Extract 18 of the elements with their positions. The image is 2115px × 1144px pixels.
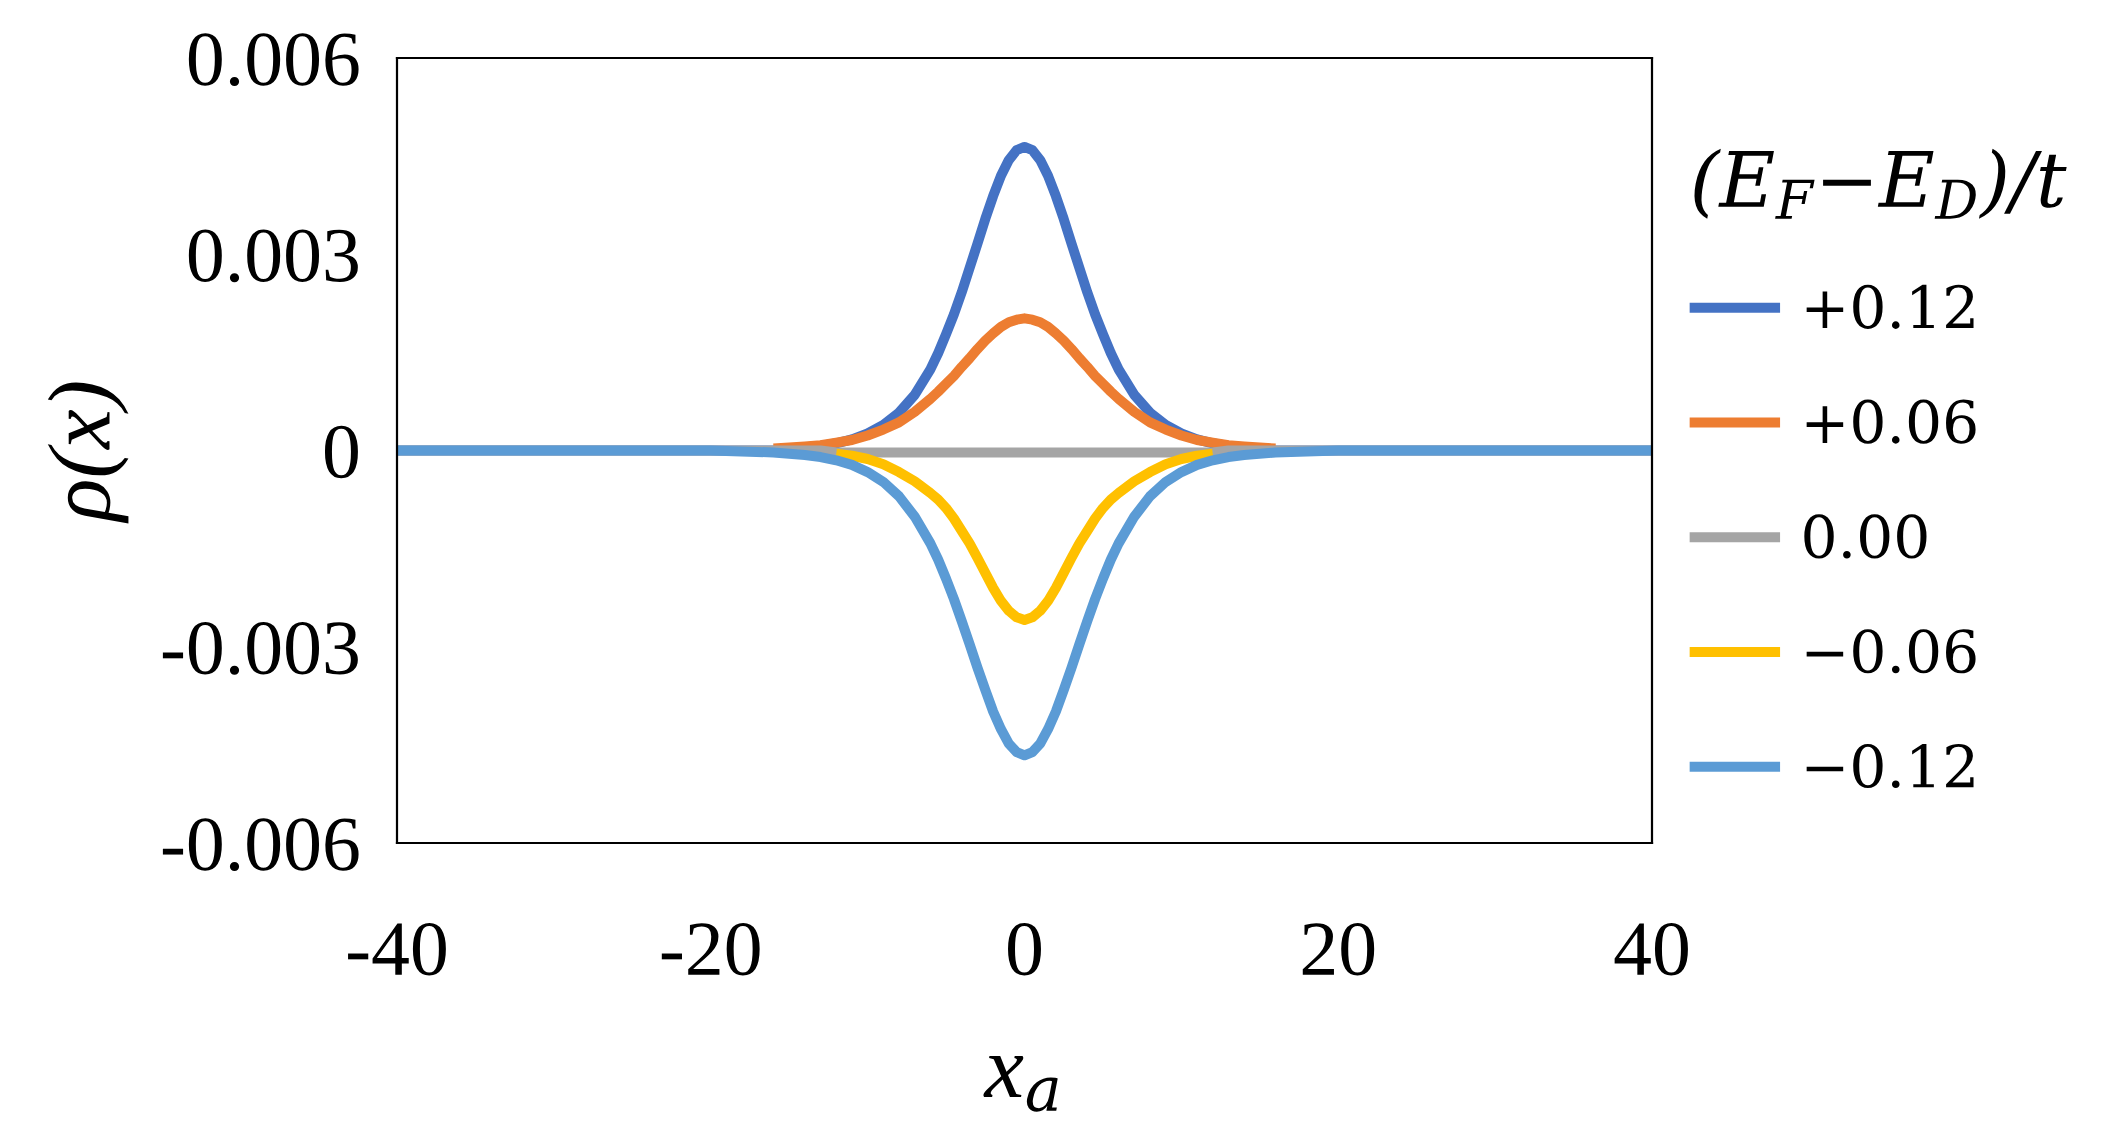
y-tick-label: 0.003 [188,229,358,283]
legend-label: +0.12 [1806,284,1974,329]
x-tick-label: -20 [661,923,760,976]
y-tick-label: -0.003 [162,622,358,675]
legend-label: 0.00 [1804,514,1927,559]
y-tick-label: -0.006 [162,818,359,872]
x-tick-label: 20 [1302,923,1375,976]
legend-title: (E$_{F}$−E$_{D}$)/t [1694,148,2067,219]
y-tick-label: 0.006 [188,33,359,87]
x-tick-label: 0 [1008,923,1041,976]
y-axis-title: ρ(x) [47,382,129,524]
legend-label: −0.12 [1806,743,1974,789]
legend-label: +0.06 [1806,399,1976,444]
x-axis-title: x$_{a}$ [983,1056,1058,1112]
x-tick-label: 40 [1614,923,1688,976]
x-tick-label: -40 [348,923,446,976]
legend-label: −0.06 [1806,629,1976,674]
y-tick-label: 0 [324,425,358,479]
